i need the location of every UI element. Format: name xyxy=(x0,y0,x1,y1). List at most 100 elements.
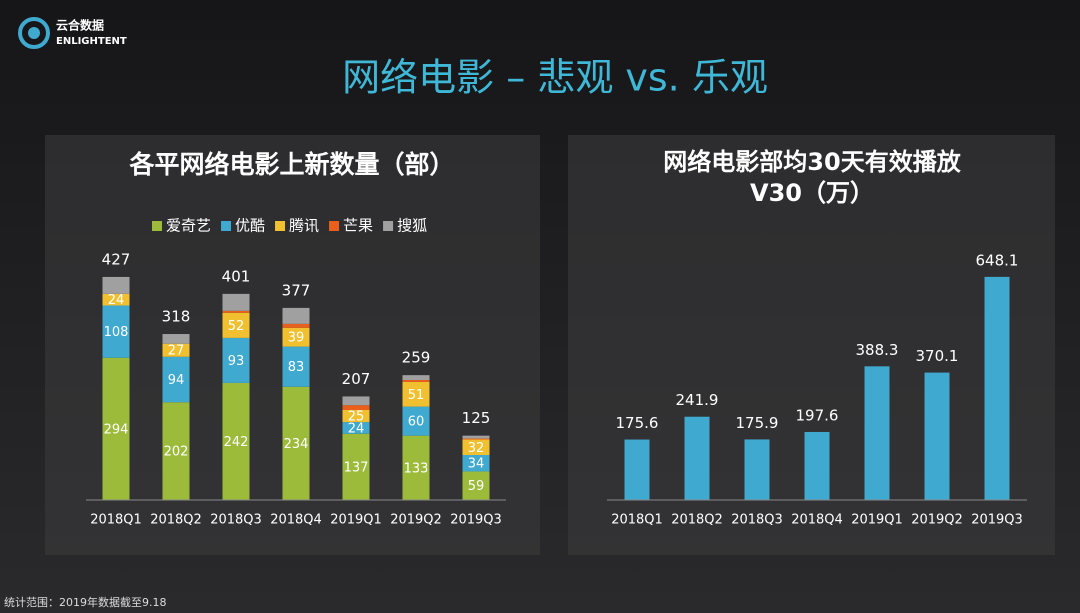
bar-segment xyxy=(222,312,250,338)
bar xyxy=(804,431,830,500)
bar-segment xyxy=(222,337,250,383)
footer-note: 统计范围：2019年数据截至9.18 xyxy=(4,595,167,609)
slide-title: 网络电影 – 悲观 vs. 乐观 xyxy=(342,56,768,100)
value-label: 370.1 xyxy=(916,347,959,365)
bar xyxy=(744,439,770,500)
bar-segment xyxy=(402,375,430,380)
bar-segment xyxy=(282,327,310,347)
segment-label: 34 xyxy=(468,457,485,472)
bar-segment xyxy=(342,405,370,410)
bar-segment xyxy=(282,323,310,328)
segment-label: 25 xyxy=(348,410,365,425)
bar-segment xyxy=(102,276,130,294)
bar-segment xyxy=(282,307,310,324)
x-tick-label: 2018Q2 xyxy=(150,513,202,528)
bar xyxy=(924,372,950,500)
value-label: 388.3 xyxy=(856,341,899,359)
logo-icon-core xyxy=(28,27,40,39)
segment-label: 133 xyxy=(404,461,429,476)
bar-segment xyxy=(102,357,130,500)
bar xyxy=(864,366,890,500)
bar-segment xyxy=(462,435,490,439)
segment-label: 83 xyxy=(288,360,305,375)
logo-icon xyxy=(18,17,50,49)
x-tick-label: 2019Q2 xyxy=(390,513,442,528)
bar-segment xyxy=(342,396,370,406)
legend-label: 芒果 xyxy=(343,217,373,235)
bar-segment xyxy=(102,305,130,358)
x-tick-label: 2019Q2 xyxy=(911,513,963,528)
segment-label: 202 xyxy=(164,445,189,460)
segment-label: 234 xyxy=(284,437,309,452)
total-label: 207 xyxy=(342,370,371,388)
total-label: 401 xyxy=(222,267,251,285)
x-tick-label: 2019Q3 xyxy=(450,513,502,528)
value-label: 241.9 xyxy=(676,391,719,409)
segment-label: 32 xyxy=(468,441,485,456)
bar-segment xyxy=(402,381,430,407)
bar-segment xyxy=(282,346,310,387)
legend-swatch xyxy=(329,221,340,231)
bar-segment xyxy=(402,380,430,382)
x-tick-label: 2018Q2 xyxy=(671,513,723,528)
bar-segment xyxy=(162,402,190,500)
chart-title: 网络电影部均30天有效播放 xyxy=(663,148,961,176)
value-label: 197.6 xyxy=(796,406,839,424)
bar-segment xyxy=(162,334,190,344)
legend-label: 爱奇艺 xyxy=(166,217,211,235)
x-tick-label: 2018Q3 xyxy=(731,513,783,528)
bar-segment xyxy=(462,438,490,440)
bar-segment xyxy=(282,386,310,500)
total-label: 125 xyxy=(462,409,491,427)
segment-label: 24 xyxy=(348,421,365,436)
segment-label: 24 xyxy=(108,293,125,308)
value-label: 648.1 xyxy=(976,251,1019,269)
total-label: 318 xyxy=(162,308,191,326)
value-label: 175.6 xyxy=(616,414,659,432)
bar-segment xyxy=(222,310,250,313)
bar-segment xyxy=(102,293,130,306)
bar-segment xyxy=(342,422,370,434)
total-label: 427 xyxy=(102,250,131,268)
legend-label: 搜狐 xyxy=(397,217,427,235)
x-tick-label: 2018Q4 xyxy=(270,513,322,528)
segment-label: 242 xyxy=(224,435,249,450)
x-tick-label: 2018Q3 xyxy=(210,513,262,528)
legend-label: 腾讯 xyxy=(289,217,319,235)
legend-swatch xyxy=(152,221,162,231)
segment-label: 294 xyxy=(104,422,129,437)
x-tick-label: 2018Q1 xyxy=(611,513,663,528)
legend-swatch xyxy=(275,221,286,231)
logo: 云合数据 ENLIGHTENT xyxy=(18,17,127,49)
x-tick-label: 2019Q1 xyxy=(330,513,382,528)
bar-segment xyxy=(342,433,370,500)
bar-segment xyxy=(162,343,190,357)
bar xyxy=(984,276,1010,500)
bar-segment xyxy=(462,471,490,500)
bar-segment xyxy=(222,293,250,311)
segment-label: 39 xyxy=(288,331,305,346)
segment-label: 137 xyxy=(344,460,369,475)
value-label: 175.9 xyxy=(736,414,779,432)
segment-label: 108 xyxy=(104,325,129,340)
chart-title: V30（万） xyxy=(750,179,874,207)
x-tick-label: 2019Q3 xyxy=(971,513,1023,528)
bar-segment xyxy=(462,439,490,455)
x-tick-label: 2018Q1 xyxy=(90,513,142,528)
chart-title: 各平网络电影上新数量（部） xyxy=(128,150,454,179)
bar xyxy=(684,416,710,500)
bar-segment xyxy=(162,356,190,403)
total-label: 377 xyxy=(282,281,311,299)
logo-en: ENLIGHTENT xyxy=(56,36,127,47)
legend-swatch xyxy=(221,221,232,231)
bar-segment xyxy=(462,455,490,472)
segment-label: 27 xyxy=(168,344,185,359)
total-label: 259 xyxy=(402,349,431,367)
segment-label: 93 xyxy=(228,354,245,369)
logo-cn: 云合数据 xyxy=(56,18,104,33)
x-tick-label: 2019Q1 xyxy=(851,513,903,528)
segment-label: 60 xyxy=(408,415,425,430)
bar-segment xyxy=(402,406,430,436)
segment-label: 94 xyxy=(168,373,185,388)
